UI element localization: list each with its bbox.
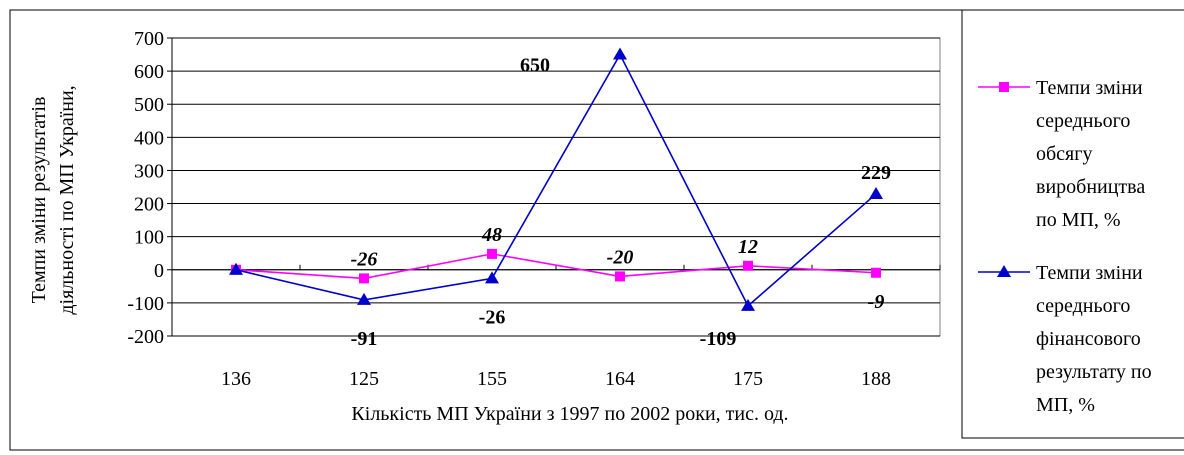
- point: [743, 260, 753, 271]
- x-tick-label: 155: [477, 368, 507, 390]
- legend-label: Темпи зміни середнього обсягу виробництва по…: [1036, 77, 1145, 231]
- data-label: -20: [607, 246, 634, 268]
- text-line: виробництва: [1036, 176, 1145, 198]
- legend-label: Темпи зміни середнього фінансового результа…: [1036, 262, 1152, 416]
- text-line: діяльності по МП України,: [56, 85, 78, 314]
- text-line: Темпи зміни: [1036, 77, 1143, 99]
- text-line: середнього: [1036, 295, 1130, 317]
- point: [741, 298, 755, 311]
- y-tick-label: 400: [134, 127, 164, 149]
- x-tick-label: 136: [221, 368, 251, 390]
- legend-box: [961, 9, 1184, 439]
- y-tick-label: 300: [134, 160, 164, 182]
- point: [871, 267, 881, 278]
- y-tick-label: 500: [134, 94, 164, 116]
- data-label: -9: [868, 291, 885, 313]
- data-label: -26: [351, 248, 378, 270]
- data-label: -91: [351, 328, 378, 350]
- plot-area: [171, 37, 941, 337]
- data-label: 650: [520, 55, 550, 77]
- y-tick-label: 100: [134, 227, 164, 249]
- point: [229, 262, 243, 275]
- data-label: 48: [481, 224, 502, 246]
- text-line: Темпи зміни: [1036, 262, 1143, 284]
- legend-marker: [997, 265, 1011, 277]
- x-tick-label: 164: [605, 368, 635, 390]
- y-tick-label: 700: [134, 28, 164, 50]
- text-line: середнього: [1036, 110, 1130, 132]
- text-line: обсягу: [1036, 143, 1092, 165]
- text-line: по МП, %: [1036, 209, 1121, 231]
- text-line: результату по: [1036, 361, 1152, 383]
- point: [613, 47, 627, 60]
- y-tick-label: 0: [154, 260, 164, 282]
- y-tick-label: -100: [127, 293, 164, 315]
- data-label: -26: [479, 306, 506, 328]
- y-axis-title: Темпи зміни результатів діяльності по МП …: [28, 85, 78, 314]
- x-tick-label: 188: [861, 368, 891, 390]
- point: [487, 248, 497, 259]
- x-tick-label: 175: [733, 368, 763, 390]
- y-tick-label: 200: [134, 194, 164, 216]
- text-line: фінансового: [1036, 328, 1141, 350]
- point: [357, 292, 371, 305]
- data-label: 229: [861, 162, 891, 184]
- x-tick-label: 125: [349, 368, 379, 390]
- data-label: 12: [738, 236, 758, 258]
- point: [615, 271, 625, 282]
- point: [359, 273, 369, 284]
- text-line: Темпи зміни результатів: [28, 97, 50, 304]
- x-axis-title: Кількість МП України з 1997 по 2002 роки…: [351, 403, 788, 425]
- legend-marker: [999, 82, 1009, 92]
- y-tick-label: 600: [134, 61, 164, 83]
- series-line: [235, 253, 877, 280]
- series-line: [235, 52, 877, 308]
- y-tick-label: -200: [127, 326, 164, 348]
- data-label: -109: [700, 328, 737, 350]
- point: [869, 186, 883, 199]
- text-line: МП, %: [1036, 394, 1095, 416]
- point: [485, 271, 499, 284]
